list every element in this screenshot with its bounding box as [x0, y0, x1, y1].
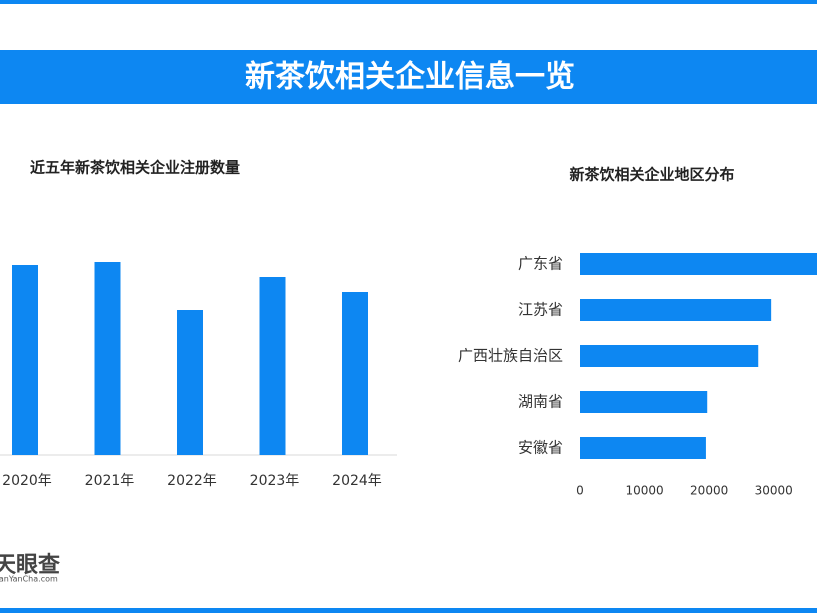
- y-tick-label: 湖南省: [518, 393, 563, 411]
- x-tick-label: 2020年: [2, 473, 52, 489]
- chart-title: 近五年新茶饮相关企业注册数量: [30, 159, 240, 177]
- x-tick-label: 20000: [690, 484, 728, 498]
- logo-site: TianYanCha.com: [0, 575, 58, 584]
- y-tick-label: 广西壮族自治区: [458, 347, 563, 365]
- x-tick-label: 0: [576, 484, 584, 498]
- bar: [94, 262, 121, 455]
- x-tick-label: 10000: [625, 484, 663, 498]
- bar: [580, 253, 817, 275]
- x-tick-label: 2024年: [332, 473, 382, 489]
- x-tick-label: 2021年: [85, 473, 135, 489]
- bar: [259, 277, 286, 455]
- bar: [342, 292, 368, 455]
- top-rule: [0, 0, 817, 4]
- page-title: 新茶饮相关企业信息一览: [245, 60, 575, 95]
- title-band: [0, 50, 817, 104]
- x-tick-label: 2022年: [167, 473, 217, 489]
- bar: [580, 345, 759, 367]
- x-tick-label: 30000: [755, 484, 793, 498]
- bar: [177, 310, 203, 455]
- x-tick-label: 2023年: [250, 473, 300, 489]
- y-tick-label: 广东省: [518, 255, 563, 273]
- bar: [580, 391, 708, 413]
- bar: [580, 437, 706, 459]
- bar: [580, 299, 772, 321]
- bar: [12, 265, 38, 455]
- bottom-rule: [0, 608, 817, 613]
- chart-title: 新茶饮相关企业地区分布: [569, 166, 734, 184]
- y-tick-label: 江苏省: [518, 301, 563, 319]
- logo: 天眼查: [0, 553, 60, 578]
- y-tick-label: 安徽省: [518, 439, 563, 457]
